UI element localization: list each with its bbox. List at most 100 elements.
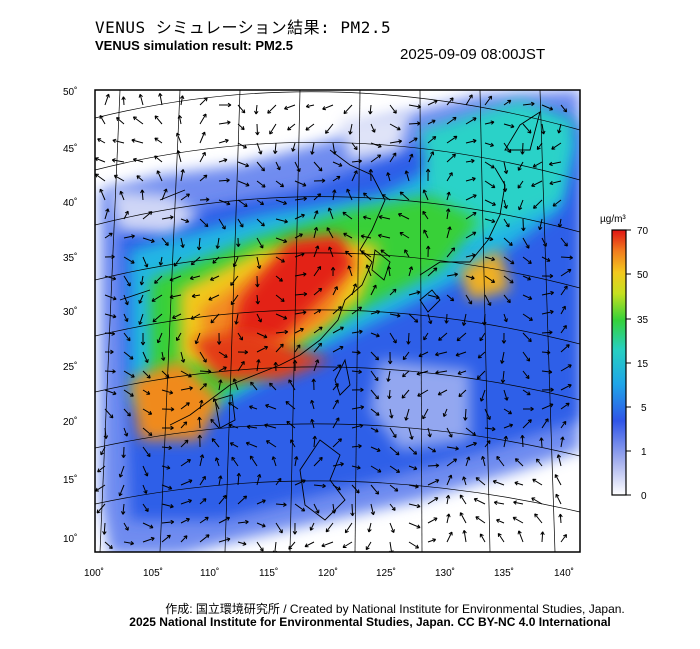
lon-tick-100: 100˚ — [84, 567, 104, 579]
wind-arrow — [199, 218, 209, 228]
wind-arrow — [237, 104, 246, 114]
wind-arrow — [123, 389, 134, 397]
wind-arrow — [154, 115, 163, 125]
wind-arrow — [161, 389, 174, 395]
wind-arrow — [256, 522, 266, 528]
wind-arrow — [368, 104, 373, 115]
wind-arrow — [332, 175, 341, 182]
wind-arrow — [332, 417, 340, 429]
wind-arrow — [465, 253, 476, 258]
wind-arrow — [169, 275, 182, 282]
lon-tick-120: 120˚ — [318, 567, 338, 579]
wind-arrow — [445, 494, 451, 505]
wind-arrow — [560, 285, 568, 296]
wind-arrow — [294, 503, 306, 512]
wind-arrow — [142, 427, 153, 436]
wind-arrow — [275, 237, 288, 244]
wind-arrow — [389, 332, 397, 344]
wind-arrow — [218, 218, 226, 230]
wind-arrow — [199, 475, 206, 486]
wind-arrow — [389, 465, 401, 473]
wind-arrow — [408, 541, 420, 549]
wind-arrow — [536, 142, 543, 151]
wind-arrow — [444, 313, 449, 324]
wind-arrow — [256, 161, 265, 172]
wind-arrow — [423, 229, 429, 239]
wind-arrow — [140, 333, 146, 346]
wind-arrow — [138, 93, 144, 106]
wind-arrow — [408, 313, 419, 323]
wind-arrow — [218, 379, 223, 391]
wind-arrow — [311, 378, 316, 391]
wind-arrow — [104, 275, 117, 281]
wind-arrow — [500, 351, 505, 364]
wind-arrow — [560, 384, 572, 391]
wind-arrow — [503, 123, 515, 129]
wind-arrow — [132, 116, 144, 125]
wind-arrow — [503, 256, 515, 265]
wind-arrow — [161, 188, 168, 201]
wind-arrow — [427, 538, 437, 543]
wind-arrow — [313, 287, 323, 296]
wind-arrow — [211, 438, 220, 448]
wind-arrow — [465, 231, 477, 239]
wind-arrow — [456, 332, 467, 342]
wind-arrow — [503, 313, 508, 323]
wind-arrow — [275, 275, 283, 282]
wind-arrow — [560, 364, 572, 372]
wind-arrow — [199, 113, 207, 125]
wind-arrow — [313, 178, 326, 183]
wind-arrow — [313, 193, 322, 201]
wind-arrow — [446, 97, 454, 106]
wind-arrow — [158, 256, 164, 266]
wind-arrow — [351, 369, 363, 374]
wind-arrow — [180, 499, 192, 505]
wind-arrow — [463, 408, 468, 421]
wind-arrow — [484, 408, 491, 421]
wind-arrow — [462, 529, 467, 543]
wind-arrow — [236, 472, 242, 486]
wind-arrow — [560, 324, 567, 334]
wind-arrow — [541, 309, 554, 315]
wind-arrow — [237, 218, 244, 228]
wind-arrow — [368, 169, 374, 182]
wind-arrow — [275, 161, 281, 171]
wind-arrow — [418, 351, 429, 358]
wind-arrow — [291, 142, 296, 152]
wind-arrow — [264, 423, 277, 429]
wind-arrow — [294, 327, 304, 334]
wind-arrow — [161, 445, 173, 451]
wind-arrow — [161, 519, 175, 525]
wind-arrow — [156, 332, 163, 344]
wind-arrow — [541, 403, 554, 410]
wind-arrow — [312, 435, 317, 448]
wind-arrow — [446, 513, 451, 524]
wind-arrow — [446, 272, 459, 277]
wind-arrow — [104, 208, 110, 220]
wind-arrow — [255, 275, 260, 288]
wind-arrow — [313, 210, 319, 220]
wind-arrow — [209, 275, 220, 281]
wind-arrow — [256, 359, 261, 372]
wind-arrow — [481, 455, 486, 467]
wind-arrow — [161, 370, 170, 379]
wind-arrow — [197, 416, 202, 429]
wind-arrow — [560, 344, 570, 353]
wind-arrow — [121, 96, 126, 106]
wind-arrow — [212, 398, 220, 410]
wind-arrow — [218, 178, 230, 183]
wind-arrow — [540, 531, 545, 543]
wind-arrow — [191, 293, 201, 299]
wind-arrow — [378, 215, 391, 220]
wind-arrow — [370, 370, 379, 382]
wind-arrow — [156, 170, 163, 182]
wind-arrow — [96, 503, 106, 514]
wind-arrow — [377, 233, 391, 239]
wind-arrow — [386, 370, 391, 382]
wind-arrow — [514, 481, 524, 486]
wind-arrow — [477, 351, 486, 359]
wind-arrow — [473, 497, 486, 505]
wind-arrow — [399, 232, 410, 239]
wind-arrow — [397, 213, 410, 220]
wind-arrow — [208, 294, 220, 301]
